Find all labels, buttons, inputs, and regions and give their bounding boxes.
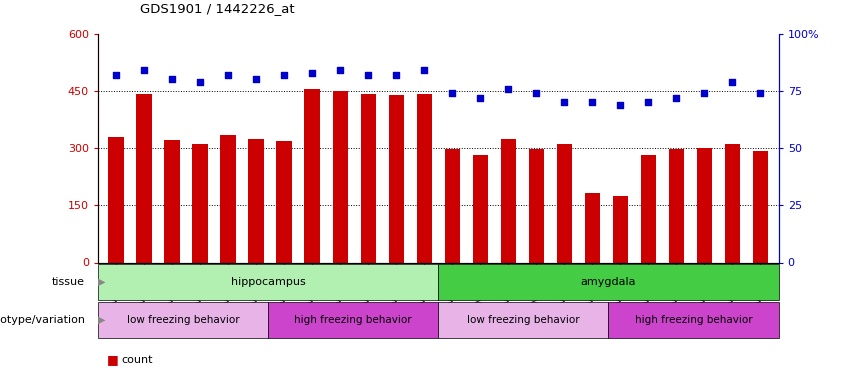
Bar bbox=[361, 94, 376, 262]
Bar bbox=[613, 196, 628, 262]
Text: count: count bbox=[122, 355, 153, 365]
Bar bbox=[500, 140, 516, 262]
Bar bbox=[268, 302, 438, 338]
Point bbox=[698, 90, 711, 96]
Point bbox=[165, 76, 179, 82]
Point bbox=[109, 72, 123, 78]
Point bbox=[585, 99, 599, 105]
Bar bbox=[164, 141, 180, 262]
Point bbox=[670, 95, 683, 101]
Text: GDS1901 / 1442226_at: GDS1901 / 1442226_at bbox=[140, 2, 295, 15]
Bar bbox=[305, 89, 320, 262]
Bar bbox=[438, 302, 608, 338]
Bar bbox=[528, 149, 544, 262]
Bar bbox=[108, 136, 123, 262]
Bar bbox=[557, 144, 572, 262]
Bar bbox=[669, 149, 684, 262]
Text: ■: ■ bbox=[106, 354, 118, 366]
Text: hippocampus: hippocampus bbox=[231, 277, 306, 287]
Point bbox=[642, 99, 655, 105]
Text: low freezing behavior: low freezing behavior bbox=[127, 315, 239, 325]
Text: ■: ■ bbox=[106, 374, 118, 375]
Bar bbox=[444, 149, 460, 262]
Text: tissue: tissue bbox=[52, 277, 85, 287]
Point bbox=[249, 76, 263, 82]
Bar bbox=[697, 148, 712, 262]
Text: high freezing behavior: high freezing behavior bbox=[294, 315, 412, 325]
Point bbox=[306, 70, 319, 76]
Point bbox=[277, 72, 291, 78]
Text: genotype/variation: genotype/variation bbox=[0, 315, 85, 325]
Bar bbox=[472, 155, 488, 262]
Bar bbox=[585, 193, 600, 262]
Bar bbox=[416, 94, 432, 262]
Point bbox=[193, 79, 207, 85]
Point bbox=[614, 102, 627, 108]
Point bbox=[362, 72, 375, 78]
Bar bbox=[389, 95, 404, 262]
Text: high freezing behavior: high freezing behavior bbox=[635, 315, 752, 325]
Bar bbox=[98, 302, 268, 338]
Point bbox=[473, 95, 487, 101]
Bar bbox=[753, 151, 768, 262]
Text: ▶: ▶ bbox=[98, 277, 106, 287]
Point bbox=[418, 68, 431, 74]
Bar bbox=[641, 154, 656, 262]
Point bbox=[726, 79, 740, 85]
Bar bbox=[98, 264, 438, 300]
Text: ▶: ▶ bbox=[98, 315, 106, 325]
Bar bbox=[220, 135, 236, 262]
Bar bbox=[192, 144, 208, 262]
Point bbox=[445, 90, 459, 96]
Bar bbox=[248, 139, 264, 262]
Bar bbox=[277, 141, 292, 262]
Bar bbox=[608, 302, 779, 338]
Point bbox=[557, 99, 571, 105]
Point bbox=[529, 90, 543, 96]
Bar bbox=[725, 144, 740, 262]
Point bbox=[390, 72, 403, 78]
Bar bbox=[333, 91, 348, 262]
Point bbox=[501, 86, 515, 92]
Point bbox=[137, 68, 151, 74]
Bar bbox=[438, 264, 779, 300]
Point bbox=[334, 68, 347, 74]
Text: amygdala: amygdala bbox=[580, 277, 637, 287]
Bar bbox=[136, 94, 151, 262]
Point bbox=[221, 72, 235, 78]
Point bbox=[754, 90, 768, 96]
Text: low freezing behavior: low freezing behavior bbox=[467, 315, 580, 325]
